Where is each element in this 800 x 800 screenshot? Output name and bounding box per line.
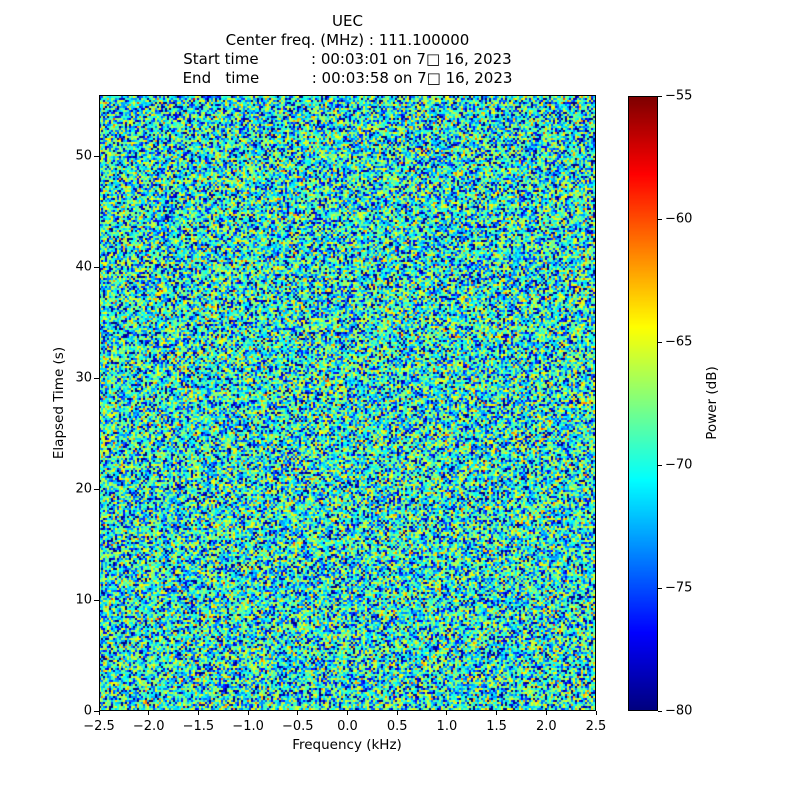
- y-tick-mark: [94, 488, 99, 490]
- y-axis-label: Elapsed Time (s): [51, 346, 67, 460]
- colorbar-tick-label: −65: [665, 334, 693, 350]
- x-tick-label: −1.0: [232, 719, 264, 734]
- y-tick-label: 20: [75, 481, 92, 497]
- x-axis-label: Frequency (kHz): [292, 737, 402, 753]
- x-tick-mark: [545, 711, 547, 715]
- x-tick-label: 0.0: [337, 719, 358, 734]
- colorbar-tick-mark: [658, 341, 662, 343]
- x-tick-label: 2.5: [585, 719, 607, 734]
- x-tick-label: 1.5: [486, 719, 507, 734]
- colorbar-gradient: [629, 97, 657, 710]
- plot-title: UEC: [332, 12, 363, 30]
- y-tick-label: 30: [75, 370, 92, 386]
- y-tick-label: 10: [75, 592, 92, 608]
- colorbar-tick-mark: [658, 587, 662, 589]
- y-tick-mark: [94, 377, 99, 379]
- x-tick-label: −2.0: [132, 719, 165, 734]
- colorbar-label: Power (dB): [704, 366, 720, 440]
- x-tick-label: 0.5: [386, 719, 408, 734]
- x-tick-mark: [347, 711, 348, 715]
- colorbar-tick-mark: [658, 464, 662, 466]
- y-tick-mark: [94, 155, 99, 157]
- colorbar-tick-label: −60: [665, 211, 693, 227]
- x-tick-mark: [595, 711, 597, 715]
- center-frequency-line: Center freq. (MHz) : 111.100000: [225, 31, 470, 49]
- x-tick-label: 1.0: [436, 719, 458, 734]
- start-time-line: Start time : 00:03:01 on 7□ 16, 2023: [183, 50, 512, 68]
- end-time-line: End time : 00:03:58 on 7□ 16, 2023: [182, 69, 513, 87]
- x-tick-mark: [446, 711, 448, 715]
- x-tick-label: −2.5: [83, 719, 115, 734]
- colorbar-tick-label: −80: [665, 703, 693, 719]
- colorbar-tick-mark: [658, 218, 662, 220]
- x-tick-mark: [148, 711, 150, 715]
- y-tick-label: 0: [83, 703, 92, 719]
- x-tick-label: −0.5: [282, 719, 314, 734]
- colorbar-tick-mark: [658, 710, 662, 712]
- x-tick-mark: [247, 711, 249, 715]
- x-tick-mark: [297, 711, 299, 715]
- y-tick-label: 40: [75, 259, 92, 275]
- colorbar-tick-mark: [658, 95, 662, 97]
- x-tick-mark: [98, 711, 100, 715]
- plot-area: [99, 95, 596, 711]
- x-tick-mark: [197, 711, 199, 715]
- y-tick-mark: [94, 599, 99, 601]
- y-tick-mark: [94, 266, 99, 268]
- x-tick-mark: [496, 711, 498, 715]
- y-tick-mark: [94, 710, 99, 712]
- spectrogram-heatmap: [100, 96, 595, 710]
- y-tick-label: 50: [75, 148, 92, 164]
- x-tick-label: −1.5: [182, 719, 215, 734]
- x-tick-mark: [396, 711, 398, 715]
- colorbar-tick-label: −55: [665, 88, 693, 104]
- x-tick-label: 2.0: [535, 719, 557, 734]
- colorbar: [628, 96, 658, 711]
- colorbar-tick-label: −70: [665, 457, 693, 473]
- title-block: UEC Center freq. (MHz) : 111.100000 Star…: [99, 12, 596, 88]
- colorbar-tick-label: −75: [665, 580, 693, 596]
